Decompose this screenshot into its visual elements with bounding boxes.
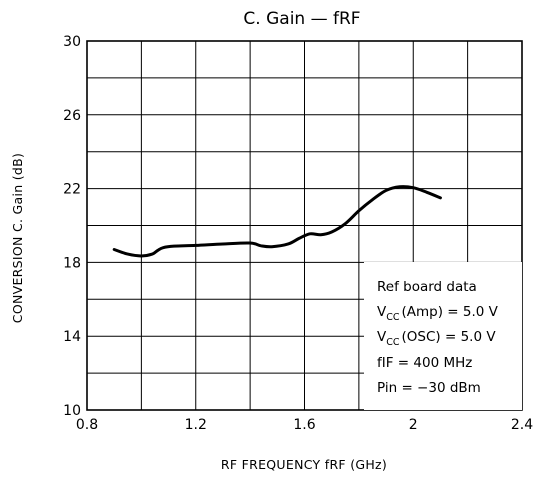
x-tick-label: 1.6 xyxy=(293,417,315,433)
annotation-vcc-amp: VCC (Amp) = 5.0 V xyxy=(377,304,499,323)
annotation-box: Ref board data VCC (Amp) = 5.0 V VCC (OSC)… xyxy=(364,262,522,410)
y-tick-label: 14 xyxy=(63,329,81,345)
x-axis-label: RF FREQUENCY fRF (GHz) xyxy=(221,457,387,472)
series-line xyxy=(112,185,442,258)
plot-frame xyxy=(86,40,523,411)
y-tick-label: 30 xyxy=(63,34,81,50)
tick-labels: 0.8 1.2 1.6 2 2.4 10 14 18 22 26 30 xyxy=(63,34,533,433)
vcc-sub: CC xyxy=(386,312,400,323)
annotation-ref-board: Ref board data xyxy=(377,279,477,295)
y-tick-label: 18 xyxy=(63,255,81,271)
vcc-osc-rest: (OSC) = 5.0 V xyxy=(402,329,497,345)
y-tick-label: 10 xyxy=(63,403,81,419)
y-tick-label: 22 xyxy=(63,182,81,198)
vcc-v-2: V xyxy=(377,329,387,345)
chart-title: C. Gain — fRF xyxy=(243,9,360,29)
axes xyxy=(86,40,523,411)
y-axis-label: CONVERSION C. Gain (dB) xyxy=(10,153,25,323)
x-tick-label: 1.2 xyxy=(185,417,207,433)
annotation-pin: Pin = −30 dBm xyxy=(377,380,481,396)
x-tick-label: 2.4 xyxy=(511,417,533,433)
x-tick-label: 2 xyxy=(409,417,418,433)
vcc-sub-2: CC xyxy=(386,337,400,348)
x-tick-label: 0.8 xyxy=(76,417,98,433)
vcc-v: V xyxy=(377,304,387,320)
vcc-amp-rest: (Amp) = 5.0 V xyxy=(402,304,499,320)
annotation-fif: fIF = 400 MHz xyxy=(377,355,472,371)
annotation-vcc-osc: VCC (OSC) = 5.0 V xyxy=(377,329,496,348)
annotation-background xyxy=(364,262,522,410)
y-tick-label: 26 xyxy=(63,108,81,124)
